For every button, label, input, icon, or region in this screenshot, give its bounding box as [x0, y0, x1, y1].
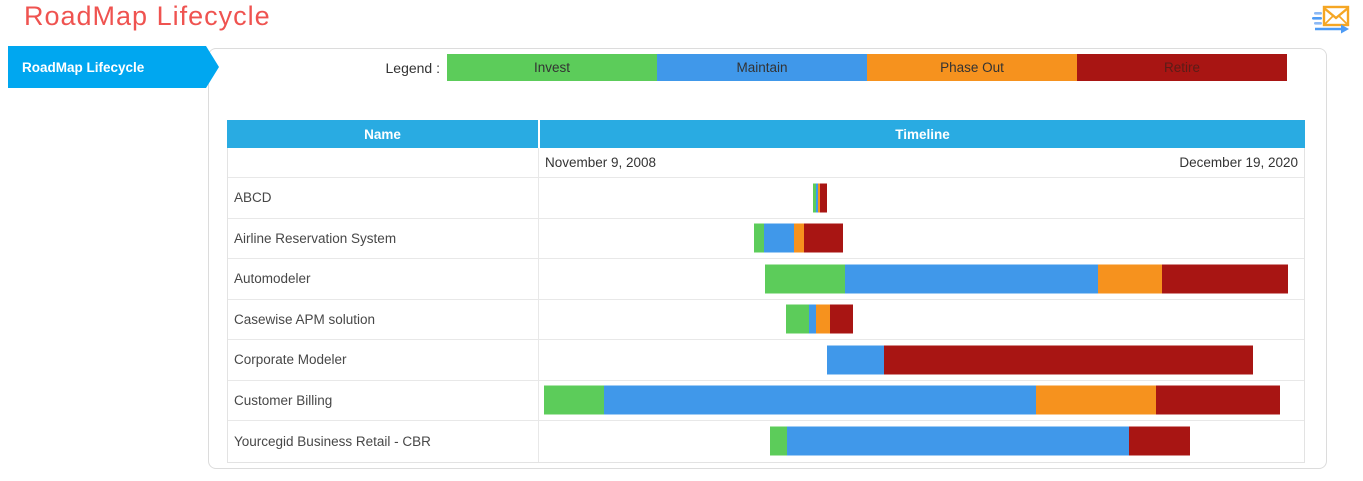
- lifecycle-bar: [539, 183, 1304, 213]
- legend-item-maintain: Maintain: [657, 54, 867, 81]
- roadmap-table: Name Timeline November 9, 2008 December …: [227, 120, 1305, 463]
- main-panel: Legend : Invest Maintain Phase Out Retire N…: [208, 48, 1327, 469]
- page-header: RoadMap Lifecycle: [0, 0, 1363, 44]
- column-header-timeline: Timeline: [540, 120, 1305, 148]
- tab-label: RoadMap Lifecycle: [22, 59, 145, 75]
- bar-segment-retire[interactable]: [1129, 426, 1191, 456]
- bar-segment-invest[interactable]: [813, 183, 817, 213]
- row-name: Automodeler: [228, 259, 539, 299]
- table-row: Customer Billing: [228, 380, 1304, 421]
- bar-segment-maintain[interactable]: [809, 304, 817, 334]
- lifecycle-bar: [539, 304, 1304, 334]
- row-timeline-cell: [539, 219, 1304, 259]
- bar-segment-phaseout[interactable]: [1035, 385, 1157, 415]
- bar-segment-maintain[interactable]: [764, 223, 795, 253]
- table-body: November 9, 2008 December 19, 2020 ABCD A…: [227, 148, 1305, 463]
- table-row: ABCD: [228, 178, 1304, 219]
- row-timeline-cell: [539, 300, 1304, 340]
- row-name: Yourcegid Business Retail - CBR: [228, 421, 539, 462]
- bar-segment-invest[interactable]: [754, 223, 765, 253]
- column-header-name: Name: [227, 120, 538, 148]
- table-rows: ABCD Airline Reservation System Automodele…: [228, 178, 1304, 462]
- lifecycle-bar: [539, 426, 1304, 456]
- lifecycle-bar: [539, 223, 1304, 253]
- row-name: Corporate Modeler: [228, 340, 539, 380]
- bar-segment-phaseout[interactable]: [794, 223, 805, 253]
- table-row: Airline Reservation System: [228, 218, 1304, 259]
- row-timeline-cell: [539, 421, 1304, 462]
- legend-item-invest: Invest: [447, 54, 657, 81]
- row-timeline-cell: [539, 259, 1304, 299]
- legend-label: Legend :: [385, 59, 441, 76]
- bar-segment-invest[interactable]: [786, 304, 810, 334]
- bar-segment-invest[interactable]: [770, 426, 788, 456]
- bar-segment-retire[interactable]: [804, 223, 844, 253]
- bar-segment-maintain[interactable]: [816, 183, 819, 213]
- row-name: Customer Billing: [228, 380, 539, 420]
- table-row: Corporate Modeler: [228, 340, 1304, 381]
- legend-item-phaseout: Phase Out: [867, 54, 1077, 81]
- bar-segment-retire[interactable]: [884, 345, 1254, 375]
- bar-segment-phaseout[interactable]: [1097, 264, 1163, 294]
- row-name: Casewise APM solution: [228, 299, 539, 339]
- bar-segment-retire[interactable]: [1156, 385, 1280, 415]
- legend-item-retire: Retire: [1077, 54, 1287, 81]
- bar-segment-phaseout[interactable]: [816, 304, 831, 334]
- bar-segment-maintain[interactable]: [845, 264, 1098, 294]
- tab-roadmap-lifecycle[interactable]: RoadMap Lifecycle: [8, 46, 219, 88]
- timeline-range-row: November 9, 2008 December 19, 2020: [228, 148, 1304, 178]
- row-timeline-cell: [539, 340, 1304, 380]
- table-row: Casewise APM solution: [228, 299, 1304, 340]
- row-timeline-cell: [539, 381, 1304, 421]
- lifecycle-bar: [539, 345, 1304, 375]
- timeline-end-date: December 19, 2020: [1179, 155, 1298, 170]
- send-email-icon: [1312, 5, 1350, 34]
- bar-segment-invest[interactable]: [543, 385, 604, 415]
- bar-segment-invest[interactable]: [765, 264, 846, 294]
- timeline-range-cell: November 9, 2008 December 19, 2020: [539, 148, 1304, 177]
- row-timeline-cell: [539, 178, 1304, 218]
- bar-segment-retire[interactable]: [1162, 264, 1289, 294]
- table-header: Name Timeline: [227, 120, 1305, 148]
- row-name: Airline Reservation System: [228, 218, 539, 258]
- bar-segment-phaseout[interactable]: [818, 183, 821, 213]
- legend: Legend : Invest Maintain Phase Out Retire: [209, 54, 1326, 81]
- lifecycle-bar: [539, 264, 1304, 294]
- legend-items: Invest Maintain Phase Out Retire: [447, 54, 1287, 81]
- page-title: RoadMap Lifecycle: [24, 1, 271, 31]
- timeline-start-date: November 9, 2008: [545, 155, 657, 170]
- bar-segment-maintain[interactable]: [787, 426, 1130, 456]
- table-row: Yourcegid Business Retail - CBR: [228, 421, 1304, 462]
- send-email-button[interactable]: [1311, 4, 1351, 36]
- bar-segment-retire[interactable]: [820, 183, 828, 213]
- bar-segment-retire[interactable]: [830, 304, 854, 334]
- row-name: ABCD: [228, 178, 539, 218]
- bar-segment-maintain[interactable]: [603, 385, 1036, 415]
- lifecycle-bar: [539, 385, 1304, 415]
- bar-segment-maintain[interactable]: [827, 345, 885, 375]
- table-row: Automodeler: [228, 259, 1304, 300]
- empty-name-cell: [228, 148, 539, 177]
